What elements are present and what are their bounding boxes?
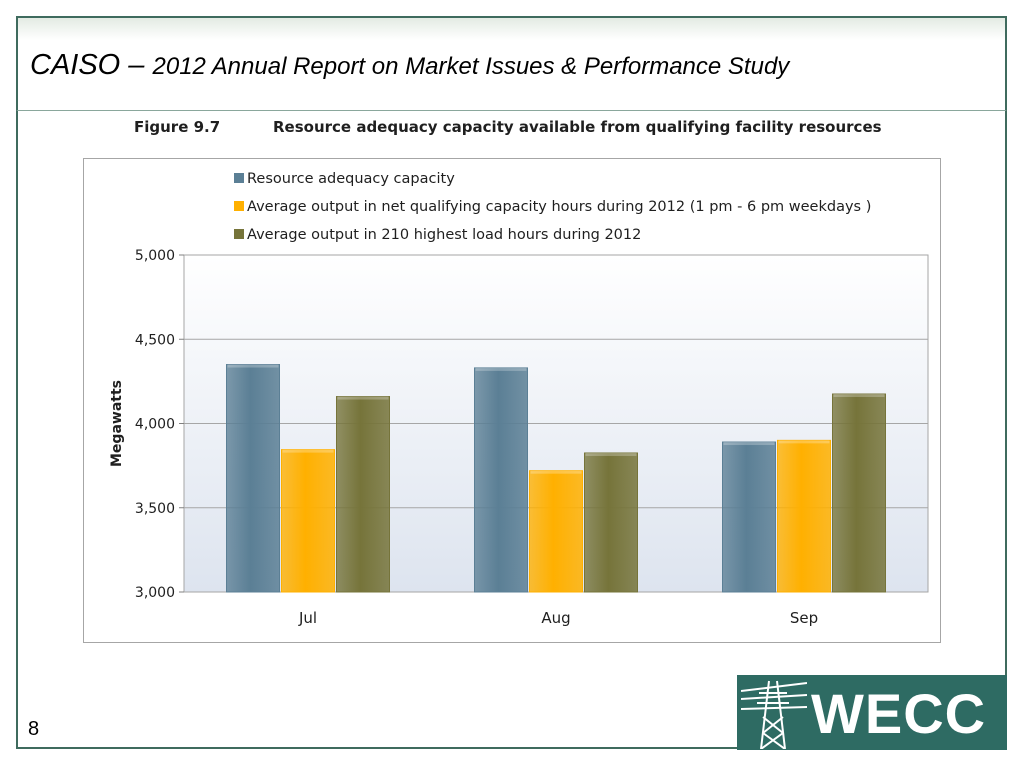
- transmission-tower-icon: [741, 680, 807, 749]
- bar-top-highlight: [585, 452, 637, 456]
- slide-number: 8: [28, 718, 40, 740]
- legend-label: Resource adequacy capacity: [247, 171, 455, 187]
- wecc-logo: WECC: [737, 675, 1007, 750]
- slide-title: CAISO – 2012 Annual Report on Market Iss…: [30, 49, 789, 82]
- bar-top-highlight: [227, 364, 279, 368]
- bar-top-highlight: [475, 367, 527, 371]
- y-tick-label: 5,000: [135, 248, 175, 264]
- bar: [832, 393, 886, 593]
- bar: [777, 439, 831, 593]
- figure-caption: Resource adequacy capacity available fro…: [273, 118, 882, 136]
- bar: [336, 396, 390, 593]
- bar: [529, 470, 583, 593]
- x-tick-label: Jul: [298, 609, 317, 627]
- slide-title-sub: 2012 Annual Report on Market Issues & Pe…: [152, 53, 790, 80]
- bar: [474, 367, 528, 593]
- wecc-logo-text: WECC: [811, 682, 987, 745]
- legend-swatch: [234, 173, 244, 183]
- bar-top-highlight: [723, 442, 775, 446]
- chart-container: 3,000 3,500 4,000 4,500 5,000 Megawatts Jul Aug…: [83, 158, 941, 643]
- bar-top-highlight: [833, 394, 885, 398]
- bar-top-highlight: [530, 470, 582, 474]
- title-bar: [16, 16, 1007, 111]
- legend-label: Average output in net qualifying capacit…: [247, 199, 871, 215]
- figure-label: Figure 9.7: [134, 118, 221, 136]
- legend-swatch: [234, 229, 244, 239]
- bar-top-highlight: [337, 396, 389, 400]
- y-tick-label: 3,500: [135, 501, 175, 517]
- bar-top-highlight: [778, 440, 830, 444]
- bar: [226, 364, 280, 593]
- y-tick-label: 3,000: [135, 585, 175, 601]
- legend-label: Average output in 210 highest load hours…: [247, 227, 641, 243]
- bar-chart: 3,000 3,500 4,000 4,500 5,000 Megawatts Jul Aug…: [109, 171, 929, 627]
- y-axis-title: Megawatts: [109, 380, 125, 467]
- legend-swatch: [234, 201, 244, 211]
- y-tick-label: 4,000: [135, 417, 175, 433]
- y-tick-label: 4,500: [135, 332, 175, 348]
- bar: [584, 452, 638, 593]
- bar: [722, 441, 776, 593]
- bar-top-highlight: [282, 449, 334, 453]
- x-tick-label: Aug: [541, 609, 570, 627]
- x-tick-label: Sep: [790, 609, 818, 627]
- slide-title-main: CAISO –: [30, 49, 153, 81]
- bar: [281, 449, 335, 593]
